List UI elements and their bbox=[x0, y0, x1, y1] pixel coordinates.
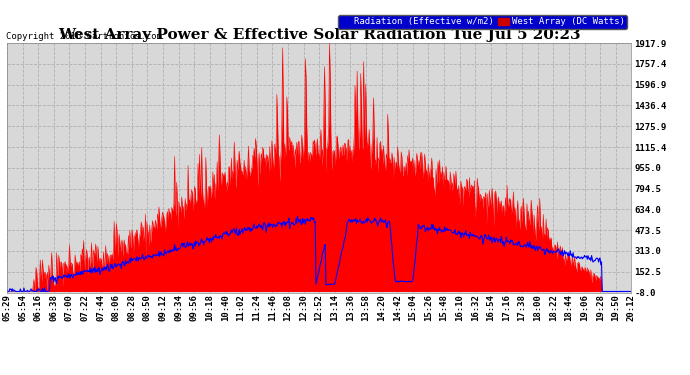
Legend: Radiation (Effective w/m2), West Array (DC Watts): Radiation (Effective w/m2), West Array (… bbox=[338, 15, 627, 29]
Text: Copyright 2016 Cartronics.com: Copyright 2016 Cartronics.com bbox=[6, 32, 161, 41]
Title: West Array Power & Effective Solar Radiation Tue Jul 5 20:23: West Array Power & Effective Solar Radia… bbox=[58, 28, 580, 42]
